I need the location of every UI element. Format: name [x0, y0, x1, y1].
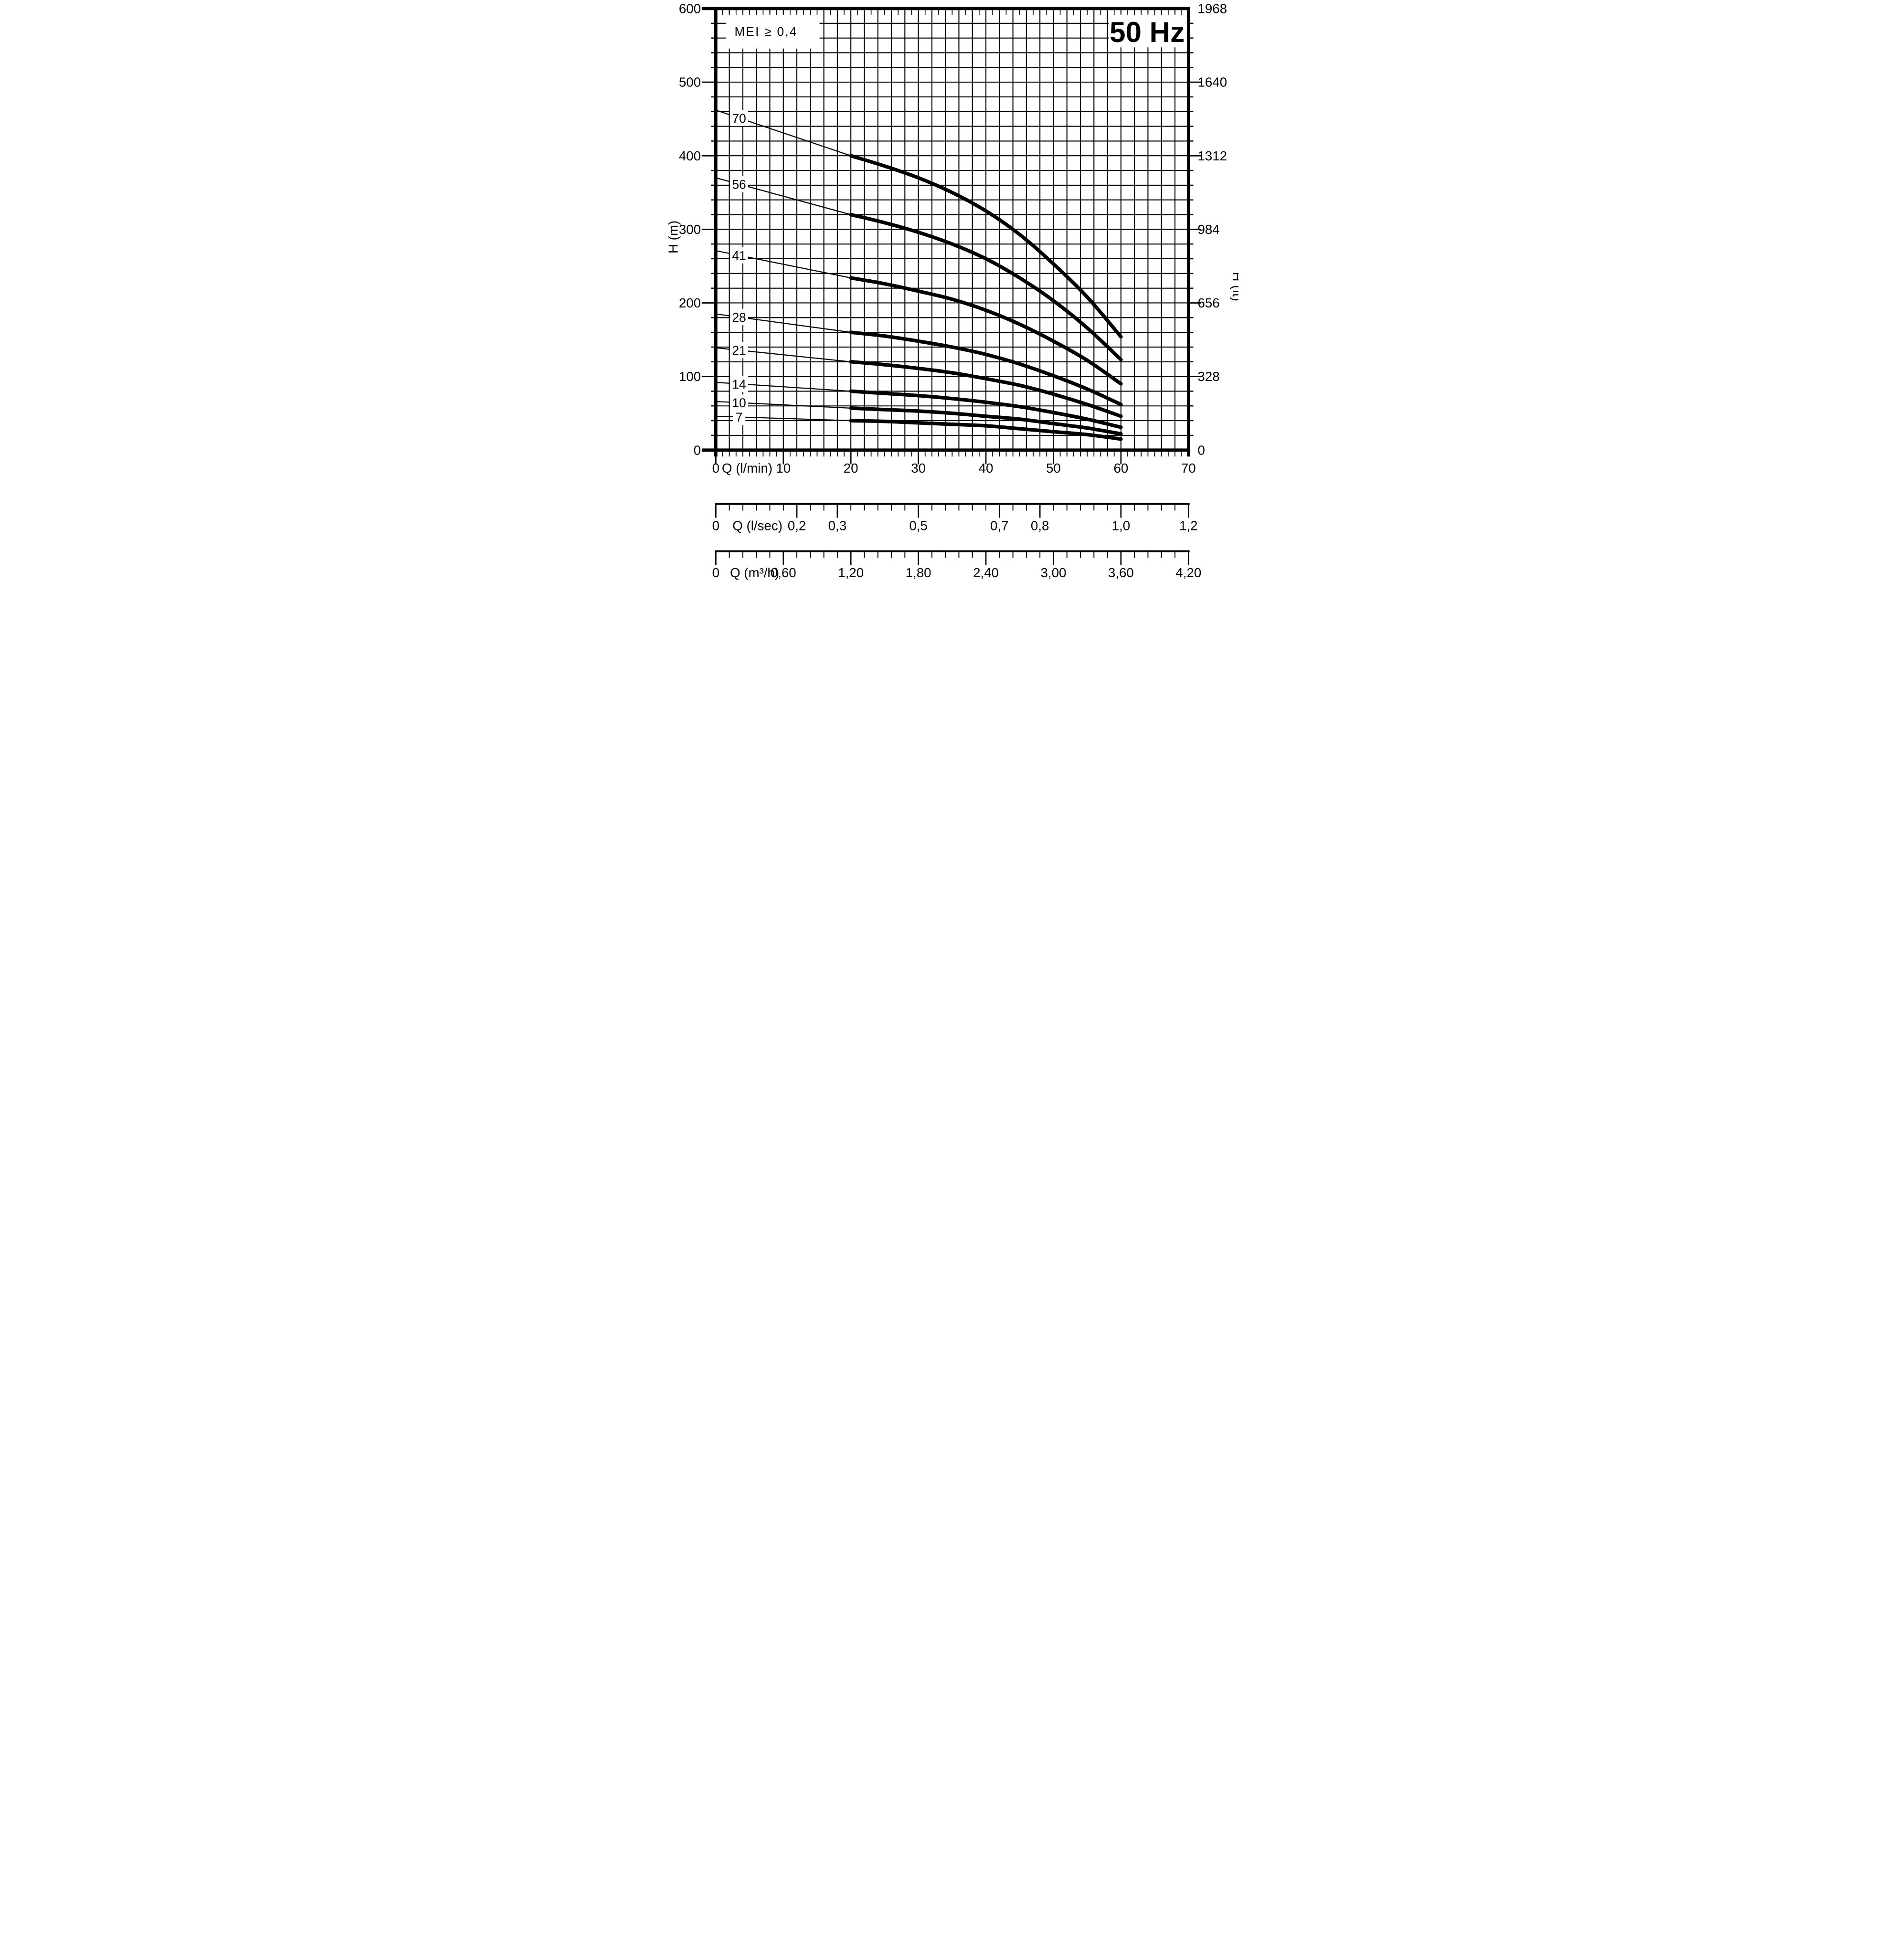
y-left-axis-title: H (m) — [666, 221, 680, 254]
chart-canvas: 0100200300400500600032865698413121640196… — [666, 0, 1238, 585]
curve-label-gap-14 — [730, 376, 749, 392]
curve-label-14: 14 — [732, 377, 746, 391]
curve-label-gap-56 — [730, 176, 749, 192]
y-right-tick-label: 1968 — [1198, 1, 1227, 16]
grid — [716, 8, 1189, 450]
title-box — [1109, 13, 1187, 48]
axis-labels: 0100200300400500600032865698413121640196… — [666, 1, 1238, 476]
curve-56 — [849, 212, 1123, 361]
curve-label-70: 70 — [732, 111, 746, 126]
curve-label-10: 10 — [732, 396, 746, 410]
curve-14 — [849, 389, 1123, 429]
x-lmin-tick-label: 40 — [979, 461, 994, 476]
y-left-tick-label: 100 — [679, 369, 701, 384]
curve-label-gap-41 — [730, 247, 749, 264]
x-lmin-tick-label: 10 — [776, 461, 791, 476]
x-lmin-tick-label: 30 — [911, 461, 926, 476]
ruler-lsec-tick-label: 0,5 — [909, 518, 927, 533]
x-lsec-axis-title: Q (l/sec) — [732, 518, 783, 533]
curve-label-7: 7 — [736, 410, 743, 424]
ruler-lsec-tick-label: 0,8 — [1031, 518, 1049, 533]
y-left-tick-label: 0 — [694, 443, 701, 457]
curve-21 — [849, 360, 1123, 418]
curve-label-gap-10 — [730, 394, 749, 411]
mei-box — [726, 14, 820, 49]
x-lmin-tick-label: 20 — [844, 461, 858, 476]
curve-7 — [849, 419, 1123, 441]
mei-badge-text: MEI ≥ 0,4 — [735, 25, 798, 39]
x-lmin-axis-title: Q (l/min) — [722, 461, 772, 476]
conversion-rulers: 0 0,2 0,3 0,5 0,7 0,8 1,0 1,2 Q (l/sec) 0 0,60 1,20… — [712, 503, 1201, 580]
y-left-tick-label: 400 — [679, 148, 701, 163]
y-left-tick-label: 300 — [679, 222, 701, 237]
y-left-tick-label: 600 — [679, 1, 701, 16]
ruler-m3h-tick-label: 1,20 — [838, 565, 864, 580]
curve-70 — [849, 154, 1123, 339]
y-left-tick-label: 200 — [679, 296, 701, 310]
ruler-m3h-tick-label: 2,40 — [973, 565, 999, 580]
ruler-lsec-tick-label: 1,2 — [1179, 518, 1197, 533]
performance-curves — [849, 154, 1123, 441]
axis-ticks — [701, 8, 1201, 465]
y-right-tick-label: 1312 — [1198, 148, 1227, 163]
ruler-m3h-tick-label: 0 — [712, 565, 719, 580]
y-right-axis-title: H (ft) — [1230, 272, 1238, 301]
y-right-tick-label: 656 — [1198, 296, 1220, 310]
curve-label-56: 56 — [732, 177, 746, 191]
y-right-tick-label: 1640 — [1198, 75, 1227, 90]
ruler-lsec-tick-label: 0,7 — [990, 518, 1008, 533]
ruler-lsec-tick-label: 0,3 — [828, 518, 846, 533]
curve-label-gap-21 — [730, 342, 749, 359]
x-lmin-tick-label: 0 — [712, 461, 719, 476]
x-lmin-tick-label: 70 — [1181, 461, 1196, 476]
ruler-lsec-tick-label: 0,2 — [788, 518, 806, 533]
curve-label-21: 21 — [732, 343, 746, 358]
ruler-lsec-tick-label: 1,0 — [1112, 518, 1130, 533]
ruler-m3h-tick-label: 0,60 — [771, 565, 796, 580]
curve-label-gap-7 — [732, 409, 746, 425]
ruler-m3h-tick-label: 3,60 — [1108, 565, 1134, 580]
ruler-m3h-tick-label: 4,20 — [1175, 565, 1201, 580]
y-right-tick-label: 328 — [1198, 369, 1220, 384]
curve-28 — [849, 330, 1123, 406]
x-lmin-tick-label: 60 — [1113, 461, 1128, 476]
x-m3h-axis-title: Q (m³/h) — [730, 565, 779, 580]
ruler-m3h-tick-label: 1,80 — [906, 565, 931, 580]
y-left-tick-label: 500 — [679, 75, 701, 90]
x-lmin-tick-label: 50 — [1046, 461, 1061, 476]
ruler-m3h-tick-label: 3,00 — [1041, 565, 1067, 580]
y-right-tick-label: 0 — [1198, 443, 1205, 457]
curve-10 — [849, 406, 1123, 436]
curve-label-gap-70 — [730, 110, 749, 127]
y-right-tick-label: 984 — [1198, 222, 1220, 237]
curve-label-gap-28 — [730, 309, 749, 326]
ruler-lsec-tick-label: 0 — [712, 518, 719, 533]
curve-label-41: 41 — [732, 249, 746, 263]
pump-performance-chart: 0 100 200 300 400 500 600 0 328 656 984 1312 1640 196… — [666, 0, 1238, 585]
curve-label-28: 28 — [732, 310, 746, 325]
chart-title: 50 Hz — [1110, 16, 1185, 48]
curve-41 — [849, 276, 1123, 386]
label-masks — [726, 13, 1187, 425]
